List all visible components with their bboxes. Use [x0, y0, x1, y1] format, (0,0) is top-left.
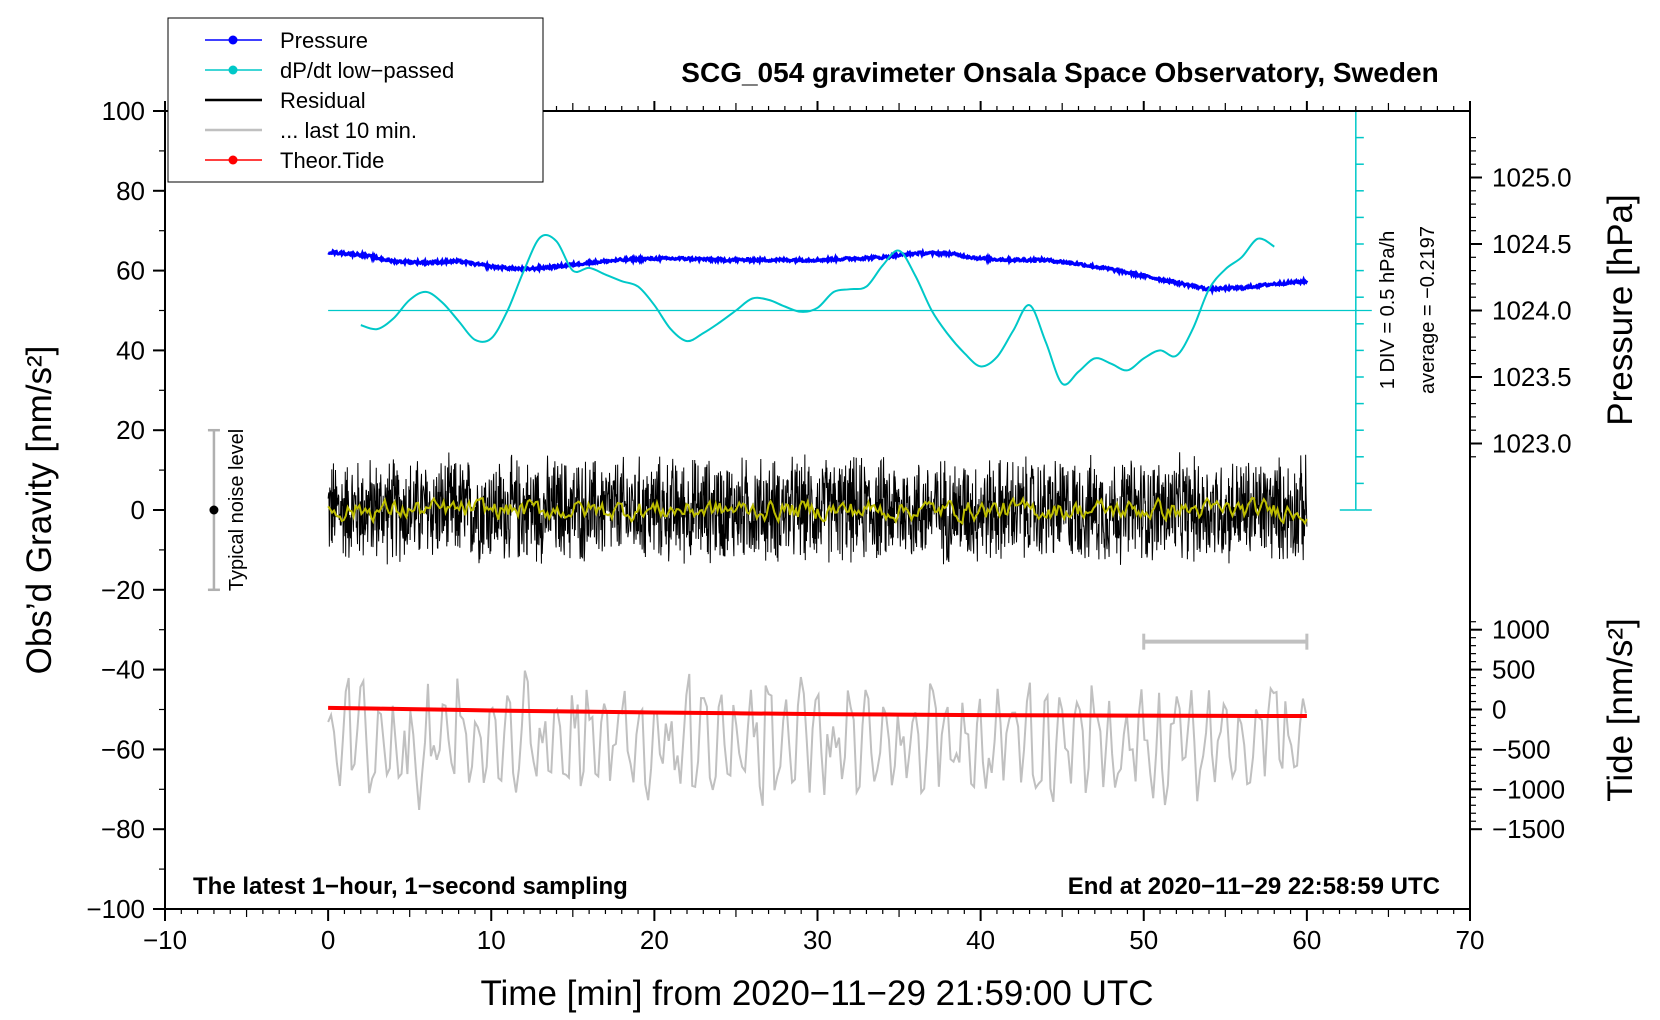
tide-tick-label: −1000: [1492, 774, 1565, 804]
annotation-layer: [207, 110, 1372, 650]
x-tick-label: 20: [640, 925, 669, 955]
pressure-tick-label: 1024.0: [1492, 296, 1572, 326]
pressure-tick-label: 1023.0: [1492, 428, 1572, 458]
dpdt-lowpass-line: [360, 234, 1275, 386]
x-axis-title: Time [min] from 2020−11−29 21:59:00 UTC: [480, 974, 1153, 1013]
legend: Pressure dP/dt low−passed Residual ... last…: [167, 17, 544, 183]
x-tick-label: 50: [1129, 925, 1158, 955]
legend-swatch-marker: [228, 155, 238, 165]
end-time-note: End at 2020−11−29 22:58:59 UTC: [1068, 873, 1440, 900]
residual-lowpass-line: [327, 495, 1308, 526]
tide-tick-label: 1000: [1492, 615, 1550, 645]
legend-swatch-marker: [228, 35, 238, 45]
x-tick-label: 60: [1292, 925, 1321, 955]
theoretical-tide-line: [328, 705, 1307, 718]
x-tick-label: 70: [1456, 925, 1485, 955]
legend-swatch-marker: [228, 65, 238, 75]
y-tick-label: 100: [102, 96, 145, 126]
pressure-axis-title: Pressure [hPa]: [1601, 194, 1640, 426]
dpdt-average-label: average = −0.2197: [1417, 226, 1439, 394]
y-tick-label: −100: [86, 894, 145, 924]
tide-tick-label: −1500: [1492, 814, 1565, 844]
x-tick-label: 40: [966, 925, 995, 955]
tide-tick-label: 0: [1492, 695, 1506, 725]
pressure-line: [327, 247, 1309, 296]
y-tick-label: 80: [116, 176, 145, 206]
legend-label: Residual: [280, 88, 366, 113]
x-tick-label: 30: [803, 925, 832, 955]
axis-layer: −10 0 10 20 30 40 50 60 70100806040200−20−40−60−…: [86, 96, 1571, 955]
y-tick-label: 40: [116, 335, 145, 365]
legend-label: Pressure: [280, 28, 368, 53]
y-tick-label: −40: [101, 655, 145, 685]
y-tick-label: −20: [101, 575, 145, 605]
y-tick-label: −80: [101, 814, 145, 844]
left-axis-title: Obs’d Gravity [nm/s²]: [20, 346, 59, 675]
noise-level-label: Typical noise level: [226, 429, 248, 591]
pressure-tick-label: 1024.5: [1492, 229, 1572, 259]
x-tick-label: 10: [477, 925, 506, 955]
tide-tick-label: 500: [1492, 655, 1535, 685]
pressure-tick-label: 1023.5: [1492, 362, 1572, 392]
legend-label: dP/dt low−passed: [280, 58, 454, 83]
series-layer: [327, 234, 1309, 811]
legend-label: Theor.Tide: [280, 148, 384, 173]
y-tick-label: 20: [116, 415, 145, 445]
x-tick-label: 0: [321, 925, 335, 955]
x-tick-label: −10: [143, 925, 187, 955]
y-tick-label: 0: [131, 495, 145, 525]
y-tick-label: −60: [101, 734, 145, 764]
tide-axis-title: Tide [nm/s²]: [1601, 618, 1640, 801]
noise-level-dot: [209, 505, 219, 515]
residual-line: [327, 452, 1308, 565]
legend-label: ... last 10 min.: [280, 118, 417, 143]
tide-tick-label: −500: [1492, 734, 1551, 764]
sampling-note: The latest 1−hour, 1−second sampling: [193, 873, 628, 900]
dpdt-division-label: 1 DIV = 0.5 hPa/h: [1377, 231, 1399, 389]
y-tick-label: 60: [116, 256, 145, 286]
pressure-tick-label: 1025.0: [1492, 163, 1572, 193]
chart-title: SCG_054 gravimeter Onsala Space Observat…: [681, 57, 1438, 88]
